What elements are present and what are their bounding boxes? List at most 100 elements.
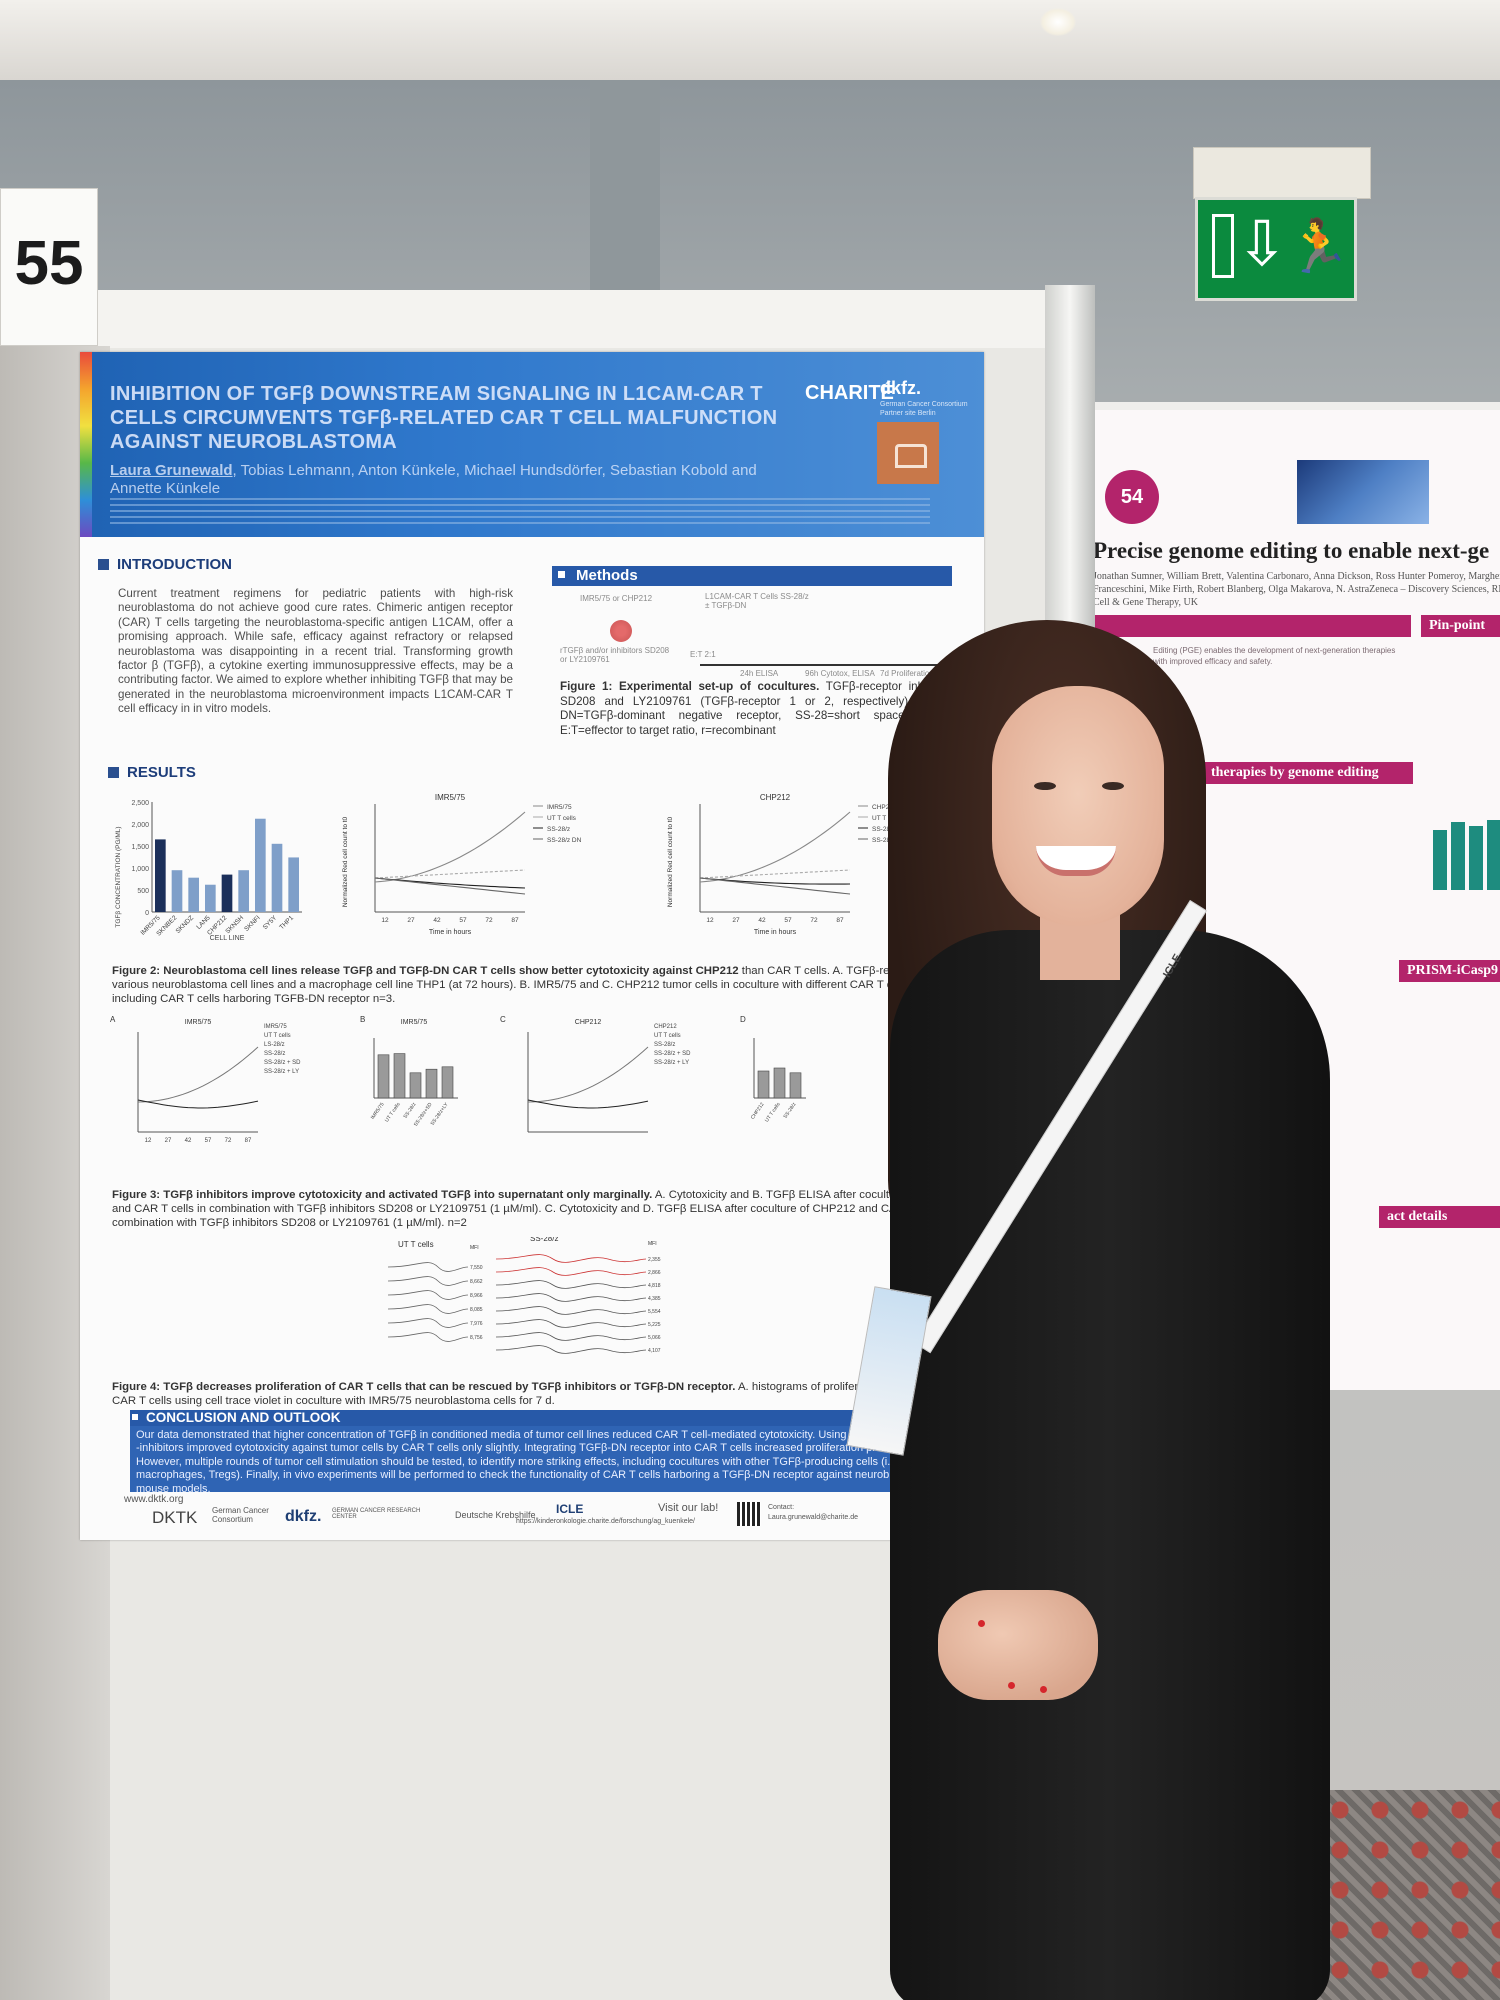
x-tick-label: CHP212	[750, 1102, 766, 1121]
diagram-t2-label: 96h Cytotox, ELISA	[805, 669, 875, 678]
dkfz-footer-logo: dkfz.	[285, 1508, 322, 1525]
y-tick-label: 2,500	[131, 800, 149, 807]
histogram-trace	[495, 1319, 647, 1328]
legend-label: UT T cells	[264, 1033, 291, 1039]
exit-runner-icon: 🏃	[1286, 218, 1351, 276]
y-axis-label: Normalized Red cell count to t0	[342, 816, 349, 907]
y-tick-label: 0	[145, 910, 149, 917]
dktk-url: www.dktk.org	[124, 1494, 184, 1505]
contact-email[interactable]: Laura.grunewald@charite.de	[768, 1514, 858, 1521]
qr-code-icon[interactable]	[737, 1502, 761, 1526]
conclusion-heading: CONCLUSION AND OUTLOOK	[130, 1410, 960, 1426]
bar	[393, 1053, 406, 1099]
exit-sign-housing	[1193, 147, 1371, 199]
y-tick-label: 500	[137, 888, 149, 895]
dkfz-logo-subtitle: German Cancer Consortium Partner site Be…	[880, 401, 968, 417]
legend-label: UT T cells	[654, 1033, 681, 1039]
exit-door-icon	[1212, 214, 1234, 278]
imr575-line-chart: IMR5/75 12 27 42 57 72 87 Time in hours Normaliz…	[342, 793, 582, 936]
bar	[205, 884, 216, 912]
series-line	[699, 877, 851, 895]
panel-title: IMR5/75	[401, 1019, 428, 1026]
neighbor-bar-chart	[1431, 810, 1500, 890]
poster-header: INHIBITION OF TGFβ DOWNSTREAM SIGNALING …	[80, 352, 984, 537]
x-tick-label: 42	[758, 917, 766, 924]
legend-label: SS-28/z + LY	[654, 1060, 689, 1066]
mfi-value: 5,225	[648, 1322, 661, 1328]
red-nail	[1008, 1682, 1015, 1689]
research-poster: INHIBITION OF TGFβ DOWNSTREAM SIGNALING …	[80, 352, 984, 1540]
bar	[377, 1054, 390, 1099]
x-tick-label: SKNFI	[243, 914, 262, 933]
figure3-row: A IMR5/75 12 27 42 57 72 87 IMR5/75 UT T cells LS-…	[110, 1012, 970, 1167]
x-tick-label: 72	[810, 917, 818, 924]
mfi-value: 8,756	[470, 1335, 483, 1341]
education-logo-icon	[877, 422, 939, 484]
legend-label: IMR5/75	[264, 1024, 287, 1030]
x-axis-label: Time in hours	[754, 929, 797, 936]
legend-label: SS-28/z + SD	[264, 1060, 301, 1066]
section-bullet-icon	[108, 767, 119, 778]
header-color-strip	[80, 352, 92, 537]
y-tick-label: 1,000	[131, 866, 149, 873]
introduction-heading: INTRODUCTION	[98, 556, 232, 573]
histogram-label-right: SS-28/z	[530, 1237, 558, 1243]
neighbor-section-low: PRISM-iCasp9	[1399, 960, 1500, 982]
figure1-caption-text: TGFβ-receptor inhibitors SD208 and LY210…	[560, 680, 955, 737]
x-tick-label: 87	[245, 1138, 252, 1144]
legend-label: CHP212	[872, 804, 897, 811]
mfi-value: 5,554	[648, 1309, 661, 1315]
x-tick-label: THP1	[278, 914, 295, 931]
bar	[757, 1070, 770, 1099]
x-tick-label: SKNDZ	[175, 914, 196, 935]
dktk-logo: DKTK	[152, 1508, 198, 1527]
legend-label: SS-28/z	[654, 1042, 675, 1048]
mfi-header: MFI	[648, 1241, 657, 1247]
section-bullet-icon	[130, 1412, 140, 1422]
left-eye	[1034, 782, 1056, 790]
figure2-row: 0 500 1,000 1,500 2,000 2,500 IMR5/75 SKNBE2 SKN…	[110, 792, 970, 942]
panel-letter: C	[500, 1015, 506, 1024]
x-tick-label: 72	[225, 1138, 232, 1144]
x-axis-label: CELL LINE	[210, 935, 245, 942]
legend-label: SS-28/z + SD	[654, 1051, 691, 1057]
neighbor-bar	[1487, 820, 1500, 890]
wall-pillar	[590, 80, 660, 290]
series-line	[137, 1099, 259, 1109]
x-tick-label: SS-28/z	[403, 1101, 418, 1119]
series-line	[527, 1046, 649, 1103]
figure1-caption: Figure 1: Experimental set-up of cocultu…	[560, 680, 955, 738]
poster-board-top	[0, 290, 1060, 348]
section-bullet-icon	[556, 569, 567, 580]
figure2-panel-b: IMR5/75 12 27 42 57 72 87 Time in hours Normaliz…	[335, 792, 615, 942]
bar	[238, 870, 249, 912]
y-axis-label: Normalized Red cell count to t0	[667, 816, 674, 907]
series-line	[137, 1046, 259, 1103]
proliferation-histograms: UT T cells SS-28/z MFI MFI 7,550 8,662 8,966 8,…	[387, 1234, 661, 1354]
dktk-subtitle: German Cancer Consortium	[212, 1506, 269, 1524]
methods-diagram: IMR5/75 or CHP212 L1CAM-CAR T Cells SS-2…	[560, 592, 950, 682]
series-line	[374, 811, 526, 883]
neighbor-bar	[1469, 826, 1483, 890]
panel-letter: D	[740, 1015, 746, 1024]
histogram-trace	[495, 1345, 647, 1354]
x-tick-label: SY5Y	[262, 914, 279, 931]
mfi-value: 4,818	[648, 1283, 661, 1289]
x-tick-label: 42	[185, 1138, 192, 1144]
presenter-black-dress	[890, 930, 1330, 2000]
diagram-timeline	[700, 664, 940, 666]
legend-label: SS-28/z DN	[547, 837, 582, 844]
legend-label: UT T cells	[547, 815, 577, 822]
legend-label: SS-28/z	[547, 826, 570, 833]
neighbor-section-intro	[1093, 615, 1411, 637]
bar	[409, 1072, 422, 1099]
lab-url[interactable]: https://kinderonkologie.charite.de/forsc…	[516, 1518, 696, 1525]
bar	[171, 870, 183, 912]
diagram-cells-label: IMR5/75 or CHP212	[580, 594, 653, 603]
x-tick-label: SS-28/z	[783, 1101, 798, 1119]
histogram-trace	[387, 1290, 469, 1300]
figure4-caption-title: Figure 4: TGFβ decreases proliferation o…	[112, 1381, 736, 1393]
poster-footer: www.dktk.org DKTK German Cancer Consorti…	[120, 1494, 984, 1538]
figure2-caption: Figure 2: Neuroblastoma cell lines relea…	[112, 964, 972, 1006]
introduction-heading-text: INTRODUCTION	[117, 556, 232, 573]
